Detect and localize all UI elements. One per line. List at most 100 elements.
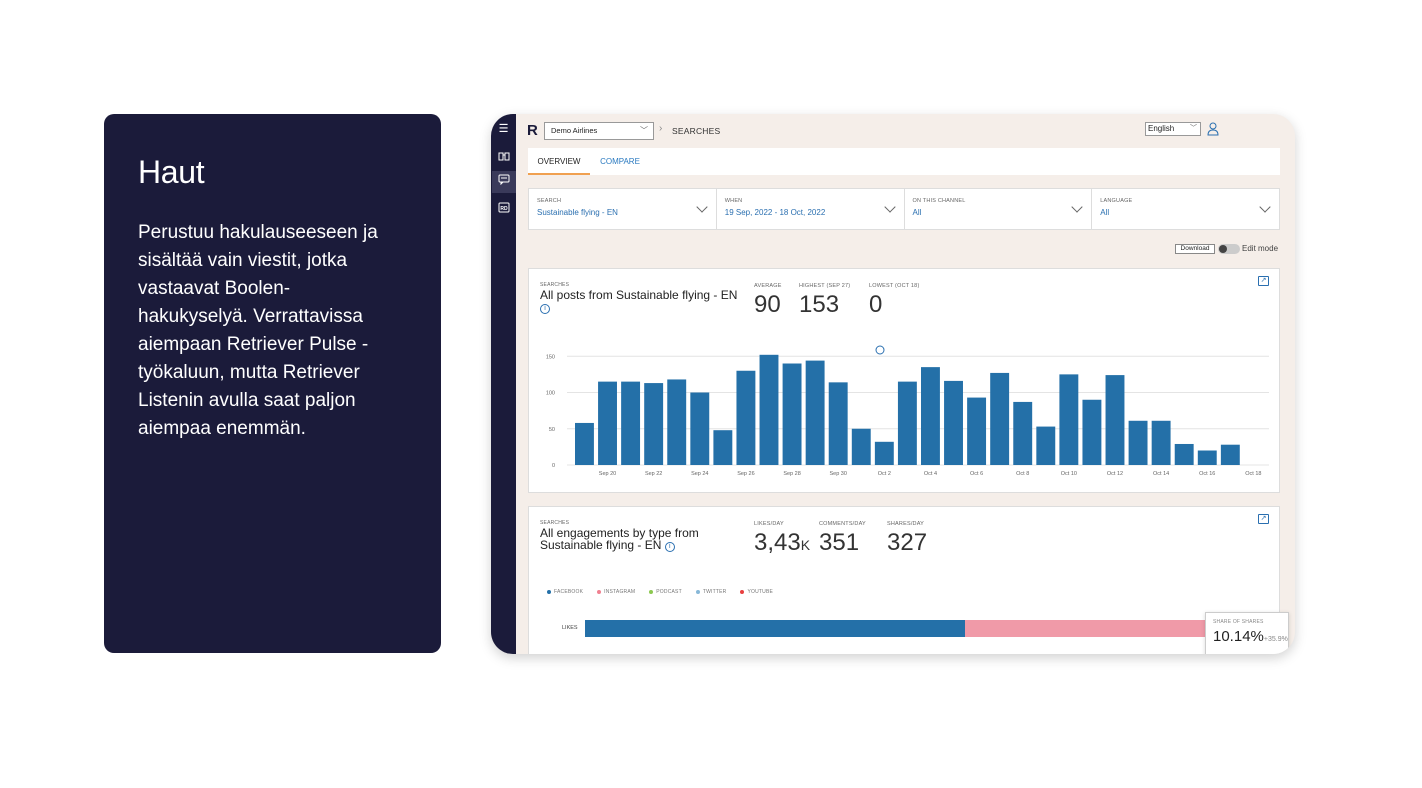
- x-tick-label: Sep 26: [737, 471, 754, 477]
- bar-oct-3[interactable]: [897, 381, 917, 465]
- bar-sep-29[interactable]: [805, 360, 825, 465]
- legend-label: TWITTER: [702, 589, 727, 595]
- stat-label: AVERAGE: [754, 283, 782, 289]
- chart-icon[interactable]: ↗: [1258, 514, 1269, 524]
- stat-value: 0: [869, 291, 883, 318]
- legend-dot: [649, 590, 654, 594]
- legend-item[interactable]: FACEBOOK: [547, 589, 583, 595]
- bar-oct-13[interactable]: [1128, 420, 1148, 465]
- chevron-down-icon: ﹀: [640, 126, 648, 135]
- bar-sep-19[interactable]: [575, 422, 594, 465]
- stat-suffix: K: [800, 537, 811, 553]
- x-tick-label: Oct 16: [1199, 471, 1215, 477]
- bar-oct-12[interactable]: [1105, 375, 1125, 465]
- filter-when[interactable]: WHEN 19 Sep, 2022 - 18 Oct, 2022: [717, 189, 905, 229]
- logo[interactable]: R: [527, 122, 538, 139]
- toggle-knob: [1219, 245, 1227, 253]
- bar-oct-7[interactable]: [990, 372, 1010, 465]
- chart-icon[interactable]: ↗: [1258, 276, 1269, 286]
- language-select[interactable]: English ﹀: [1145, 122, 1201, 136]
- legend-item[interactable]: PODCAST: [649, 589, 682, 595]
- rd-icon[interactable]: RD: [497, 202, 510, 215]
- posts-bar-chart: 0 50 100 150 Sep 20 Sep 22 Sep 24 Sep 26 Sep 28 S…: [546, 345, 1269, 477]
- bar-sep-30[interactable]: [828, 382, 848, 465]
- legend-item[interactable]: TWITTER: [695, 589, 727, 595]
- chevron-right-icon: ›: [659, 123, 663, 134]
- stat-label: HIGHEST (SEP 27): [799, 283, 851, 289]
- bar-oct-11[interactable]: [1082, 399, 1102, 465]
- filter-value: All: [912, 208, 922, 217]
- searches-icon[interactable]: [492, 171, 516, 193]
- y-tick-label: 100: [546, 391, 555, 397]
- svg-text:RD: RD: [500, 206, 508, 212]
- tooltip-change: +35.9%: [1263, 636, 1288, 643]
- bar-oct-14[interactable]: [1151, 420, 1171, 465]
- bar-oct-15[interactable]: [1174, 443, 1194, 465]
- bar-oct-17[interactable]: [1220, 444, 1240, 465]
- bar-oct-1[interactable]: [851, 428, 871, 465]
- slide-body: Perustuu hakulauseeseen ja sisältää vain…: [138, 222, 378, 439]
- org-select[interactable]: Demo Airlines ﹀: [544, 122, 654, 140]
- filter-search[interactable]: SEARCH Sustainable flying - EN: [529, 189, 717, 229]
- filter-bar: SEARCH Sustainable flying - EN WHEN 19 S…: [528, 188, 1280, 230]
- bar-oct-10[interactable]: [1059, 374, 1079, 465]
- share-tooltip: SHARE OF SHARES 10.14%+35.9%: [1205, 612, 1289, 654]
- panel-title: All engagements by type from Sustainable…: [540, 527, 740, 552]
- bar-sep-21[interactable]: [621, 381, 641, 465]
- engagements-panel: SEARCHES All engagements by type from Su…: [528, 506, 1280, 654]
- info-icon[interactable]: i: [540, 304, 550, 314]
- stack-segment-instagram[interactable]: [964, 620, 1241, 637]
- bar-oct-6[interactable]: [967, 397, 987, 465]
- bar-sep-27[interactable]: [759, 354, 779, 465]
- binoculars-icon[interactable]: [497, 150, 510, 163]
- bar-oct-4[interactable]: [921, 367, 940, 465]
- legend-dot: [695, 590, 700, 594]
- legend-item[interactable]: YOUTUBE: [740, 589, 773, 595]
- annotation-icon[interactable]: [875, 345, 885, 355]
- breadcrumb: SEARCHES: [672, 126, 721, 136]
- y-tick-label: 150: [546, 354, 555, 360]
- filter-value: All: [1100, 208, 1110, 217]
- bar-sep-28[interactable]: [782, 363, 802, 466]
- user-icon[interactable]: [1207, 122, 1219, 136]
- filter-label: ON THIS CHANNEL: [912, 198, 966, 204]
- edit-mode-label: Edit mode: [1242, 244, 1279, 253]
- bar-sep-25[interactable]: [713, 430, 733, 465]
- bar-sep-26[interactable]: [736, 370, 756, 465]
- stat-comments: COMMENTS/DAY 351: [819, 521, 866, 557]
- filter-value: Sustainable flying - EN: [537, 208, 618, 217]
- filter-channel[interactable]: ON THIS CHANNEL All: [905, 189, 1093, 229]
- bar-sep-20[interactable]: [598, 381, 617, 465]
- filter-language[interactable]: LANGUAGE All: [1092, 189, 1279, 229]
- filter-value: 19 Sep, 2022 - 18 Oct, 2022: [724, 208, 826, 217]
- legend-label: INSTAGRAM: [604, 589, 636, 595]
- bar-sep-24[interactable]: [690, 392, 710, 466]
- bar-oct-16[interactable]: [1197, 450, 1217, 466]
- tab-overview[interactable]: OVERVIEW: [528, 148, 590, 175]
- bar-sep-23[interactable]: [667, 379, 687, 465]
- legend-item[interactable]: INSTAGRAM: [597, 589, 635, 595]
- stat-average: AVERAGE 90: [754, 283, 782, 319]
- edit-mode-toggle[interactable]: [1218, 244, 1240, 254]
- bar-sep-22[interactable]: [644, 383, 664, 465]
- stat-highest: HIGHEST (SEP 27) 153: [799, 283, 850, 319]
- bar-oct-9[interactable]: [1036, 426, 1056, 465]
- bar-oct-5[interactable]: [944, 380, 963, 465]
- bar-oct-2[interactable]: [874, 441, 894, 465]
- slide-title: Haut: [138, 154, 205, 190]
- org-select-value: Demo Airlines: [551, 126, 598, 135]
- download-button[interactable]: Download: [1175, 244, 1215, 254]
- menu-icon[interactable]: ☰: [498, 123, 509, 135]
- tab-compare[interactable]: COMPARE: [600, 157, 640, 166]
- stat-lowest: LOWEST (OCT 18) 0: [869, 283, 919, 319]
- tab-bar: OVERVIEW COMPARE: [528, 148, 1280, 175]
- row-label: LIKES: [562, 625, 578, 631]
- bar-oct-8[interactable]: [1013, 401, 1033, 465]
- legend-label: YOUTUBE: [747, 589, 774, 595]
- stack-segment-facebook[interactable]: [585, 620, 965, 637]
- x-tick-label: Oct 6: [970, 471, 983, 477]
- nav-rail: ☰ RD: [491, 114, 516, 654]
- info-icon[interactable]: i: [664, 542, 675, 552]
- x-tick-label: Oct 12: [1107, 471, 1123, 477]
- legend-label: FACEBOOK: [554, 589, 584, 595]
